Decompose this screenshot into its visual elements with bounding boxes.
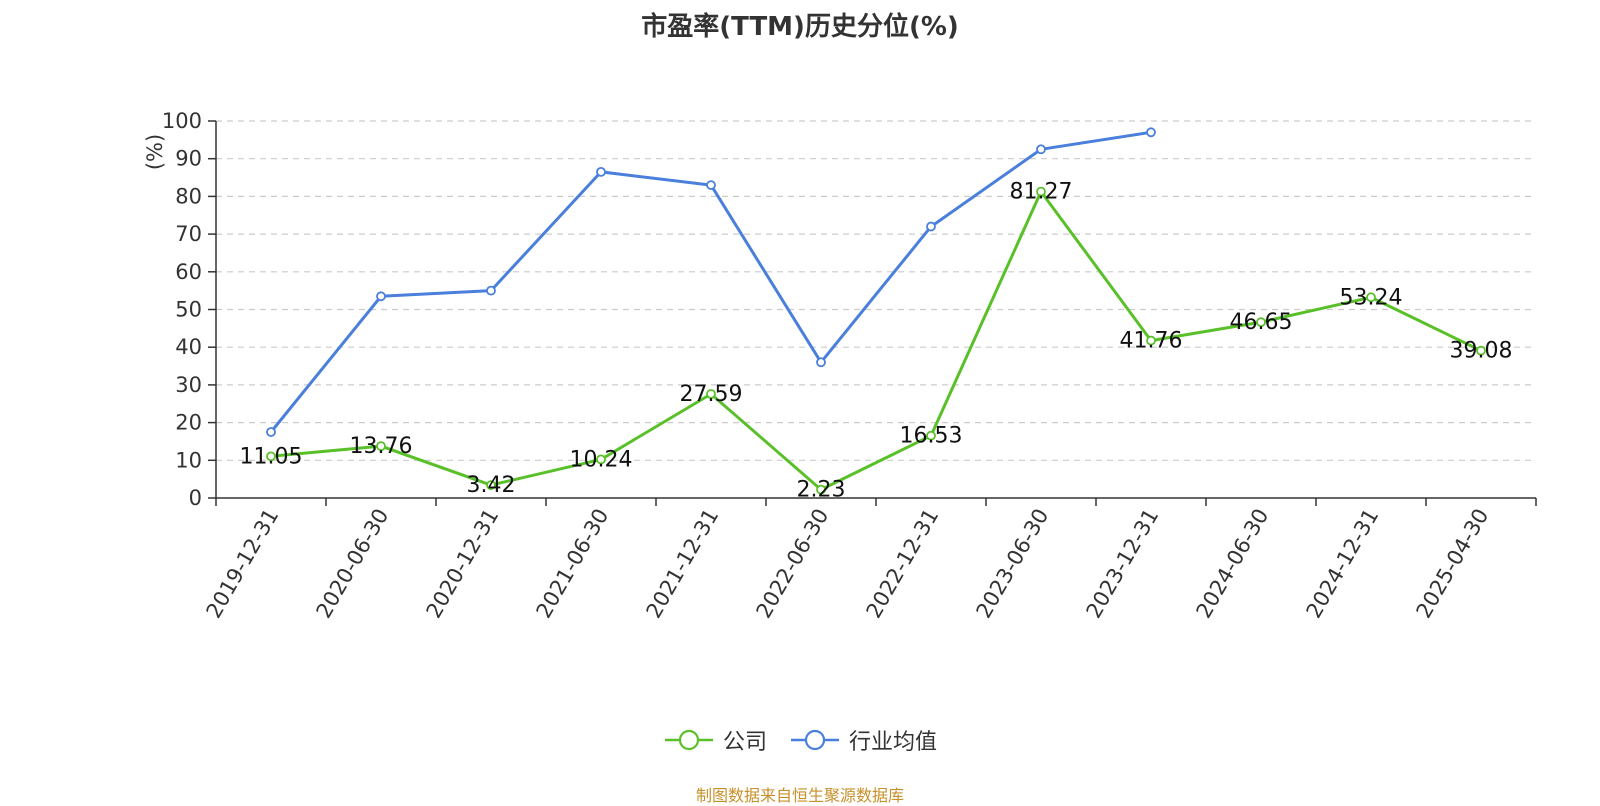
x-tick-label: 2020-06-30 [312,505,394,623]
y-tick-label: 0 [189,486,202,510]
data-point [816,357,826,368]
data-label: 2.23 [797,478,846,503]
data-point [266,427,276,437]
data-point [596,454,606,465]
x-tick-label: 2023-12-31 [1082,505,1164,623]
x-tick-label: 2022-12-31 [862,505,944,623]
data-label: 11.05 [240,444,303,469]
data-point [486,480,496,491]
y-tick-label: 80 [175,184,202,208]
x-tick-label: 2025-04-30 [1412,505,1494,623]
legend-line-circle-icon [791,729,839,751]
legend-item[interactable]: 行业均值 [789,724,937,756]
data-point [926,221,936,232]
legend-item[interactable]: 公司 [663,724,767,756]
data-point [1256,317,1266,328]
chart-title: 市盈率(TTM)历史分位(%) [641,12,959,42]
data-label: 27.59 [680,382,743,407]
data-label: 16.53 [900,424,963,449]
x-tick-label: 2024-12-31 [1302,505,1384,623]
data-point [1036,144,1046,155]
data-label: 81.27 [1010,180,1073,205]
data-label: 46.65 [1230,310,1293,335]
y-tick-label: 10 [175,448,202,472]
x-tick-label: 2022-06-30 [752,505,834,623]
data-point [376,441,386,452]
chart-legend: 公司 行业均值 [0,722,1600,758]
data-point [816,484,826,495]
y-tick-label: 50 [175,298,202,322]
data-point [1146,127,1156,138]
y-tick-label: 40 [175,335,202,359]
data-label: 3.42 [467,473,516,498]
data-label: 53.24 [1340,285,1403,310]
legend-label: 行业均值 [849,730,938,755]
data-point [706,180,716,190]
y-tick-label: 30 [175,373,202,397]
y-tick-label: 90 [175,147,202,171]
source-note: 制图数据来自恒生聚源数据库 [695,786,904,805]
grid-lines [216,120,1536,461]
data-label: 10.24 [570,447,633,472]
data-point [1036,186,1046,197]
data-point [266,451,276,462]
data-label: 41.76 [1120,329,1183,354]
x-tick-label: 2021-06-30 [532,505,614,623]
legend-label: 公司 [722,730,767,755]
x-tick-label: 2021-12-31 [642,505,724,623]
x-tick-label: 2019-12-31 [202,505,284,623]
line-chart: 0 10 20 30 40 50 60 70 80 90 100 2019-12-31 2020-06-… [143,109,1537,623]
series-line [270,190,1482,492]
x-tick-label: 2023-06-30 [972,505,1054,623]
axes: 0 10 20 30 40 50 60 70 80 90 100 2019-12-31 2020-06-… [162,109,1537,623]
data-point [596,166,606,177]
data-point [1476,345,1486,356]
x-tick-label: 2020-12-31 [422,505,504,623]
data-label: 13.76 [350,434,413,459]
data-labels: 11.05 13.76 3.42 10.24 27.59 2.23 16.53 81.27 41… [240,180,1513,503]
data-point [1146,335,1156,346]
legend-line-circle-icon [664,729,713,751]
data-point [926,430,936,441]
data-point [486,285,496,296]
data-point [376,291,386,302]
y-axis-label: (%) [143,134,167,170]
y-tick-label: 20 [175,411,202,435]
x-tick-label: 2024-06-30 [1192,505,1274,623]
y-tick-label: 70 [175,222,202,246]
data-point [1366,292,1376,303]
data-label: 39.08 [1450,339,1513,364]
y-tick-label: 100 [162,109,202,133]
series-lines [266,127,1486,495]
data-point [706,389,716,399]
y-tick-label: 60 [175,260,202,284]
